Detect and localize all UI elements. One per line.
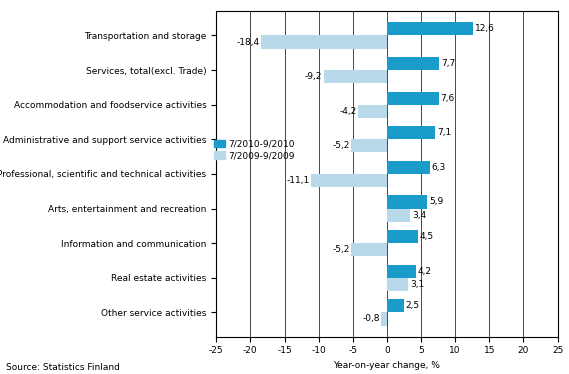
Text: -0,8: -0,8 bbox=[362, 315, 380, 324]
Legend: 7/2010-9/2010, 7/2009-9/2009: 7/2010-9/2010, 7/2009-9/2009 bbox=[214, 140, 295, 160]
Bar bbox=[387, 299, 404, 312]
Bar bbox=[352, 243, 387, 256]
Text: -9,2: -9,2 bbox=[305, 72, 323, 81]
Bar bbox=[387, 195, 427, 209]
Text: 7,7: 7,7 bbox=[441, 59, 455, 68]
Bar bbox=[387, 230, 418, 243]
Bar bbox=[387, 126, 435, 139]
Bar bbox=[387, 57, 439, 70]
Text: -18,4: -18,4 bbox=[237, 37, 259, 46]
Text: 3,4: 3,4 bbox=[412, 211, 426, 220]
Bar bbox=[311, 174, 387, 187]
Text: -11,1: -11,1 bbox=[286, 176, 310, 185]
Text: 4,5: 4,5 bbox=[419, 232, 434, 241]
Text: 6,3: 6,3 bbox=[432, 163, 446, 172]
Text: 4,2: 4,2 bbox=[417, 267, 431, 276]
Bar bbox=[387, 209, 410, 222]
Bar bbox=[387, 264, 415, 278]
Text: Source: Statistics Finland: Source: Statistics Finland bbox=[6, 363, 119, 372]
Bar bbox=[261, 36, 387, 49]
Bar bbox=[387, 22, 473, 36]
X-axis label: Year-on-year change, %: Year-on-year change, % bbox=[333, 361, 440, 370]
Text: -5,2: -5,2 bbox=[332, 245, 350, 254]
Bar bbox=[358, 105, 387, 118]
Text: 2,5: 2,5 bbox=[406, 301, 420, 310]
Text: 3,1: 3,1 bbox=[410, 280, 424, 289]
Bar bbox=[324, 70, 387, 83]
Bar bbox=[387, 161, 430, 174]
Text: 7,6: 7,6 bbox=[440, 94, 455, 102]
Bar bbox=[381, 312, 387, 325]
Bar bbox=[387, 278, 408, 291]
Bar bbox=[352, 139, 387, 153]
Text: 5,9: 5,9 bbox=[429, 197, 443, 206]
Text: 7,1: 7,1 bbox=[437, 128, 451, 137]
Text: -5,2: -5,2 bbox=[332, 141, 350, 150]
Text: 12,6: 12,6 bbox=[475, 24, 494, 33]
Bar bbox=[387, 92, 439, 105]
Text: -4,2: -4,2 bbox=[339, 107, 357, 116]
